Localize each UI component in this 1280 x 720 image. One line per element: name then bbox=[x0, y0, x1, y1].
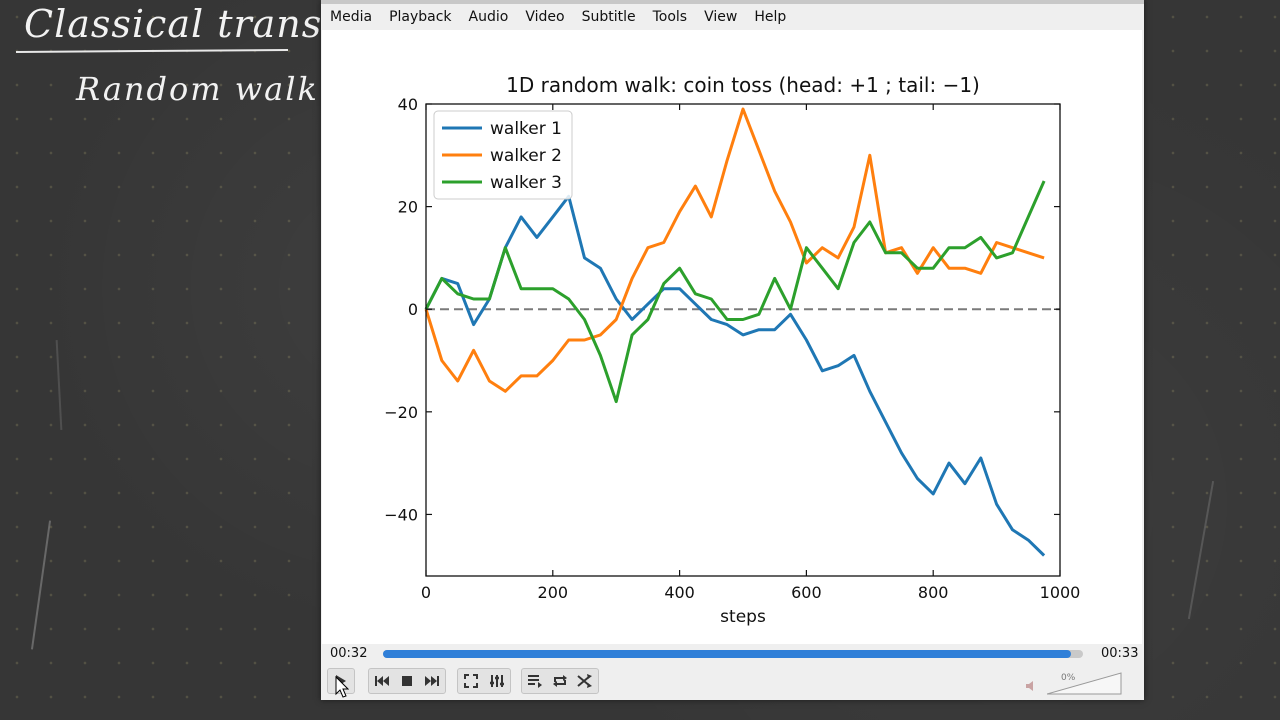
menu-bar: Media Playback Audio Video Subtitle Tool… bbox=[321, 4, 1144, 30]
seek-progress-fill bbox=[383, 650, 1072, 658]
video-area[interactable]: 1D random walk: coin toss (head: +1 ; ta… bbox=[322, 30, 1142, 644]
skip-previous-icon bbox=[374, 676, 389, 686]
x-tick-label: 200 bbox=[538, 583, 569, 602]
media-player-window: Media Playback Audio Video Subtitle Tool… bbox=[321, 0, 1144, 700]
legend-label-walker-1: walker 1 bbox=[490, 119, 562, 139]
fullscreen-icon bbox=[464, 674, 478, 688]
x-tick-label: 1000 bbox=[1040, 583, 1081, 602]
x-tick-label: 800 bbox=[918, 583, 949, 602]
fullscreen-button[interactable] bbox=[458, 669, 484, 693]
seek-slider[interactable] bbox=[383, 650, 1083, 658]
board-subtitle: Random walk a bbox=[76, 70, 353, 108]
series-line-walker-3 bbox=[424, 180, 1046, 404]
control-bar: 0% bbox=[321, 666, 1144, 700]
volume-percent: 0% bbox=[1061, 673, 1076, 683]
board-title-underline bbox=[15, 49, 289, 53]
random-walk-chart: 1D random walk: coin toss (head: +1 ; ta… bbox=[384, 73, 1080, 627]
chalk-scratch bbox=[1187, 480, 1215, 620]
menu-tools[interactable]: Tools bbox=[652, 9, 688, 25]
playlist-button[interactable] bbox=[522, 669, 547, 693]
playlist-icon bbox=[527, 675, 542, 688]
previous-button[interactable] bbox=[369, 669, 394, 693]
shuffle-button[interactable] bbox=[573, 669, 598, 693]
menu-subtitle[interactable]: Subtitle bbox=[581, 9, 636, 25]
menu-media[interactable]: Media bbox=[330, 9, 373, 25]
y-tick-label: −20 bbox=[384, 403, 418, 422]
y-tick-label: 0 bbox=[408, 300, 418, 319]
x-axis-label: steps bbox=[720, 607, 766, 627]
y-tick-label: −40 bbox=[384, 505, 418, 524]
speaker-mute-icon[interactable] bbox=[1026, 680, 1036, 692]
shuffle-icon bbox=[577, 674, 593, 688]
y-tick-label: 20 bbox=[398, 198, 418, 217]
menu-audio[interactable]: Audio bbox=[468, 9, 509, 25]
series-lines bbox=[424, 107, 1046, 557]
x-tick-label: 600 bbox=[791, 583, 822, 602]
next-button[interactable] bbox=[420, 669, 445, 693]
menu-view[interactable]: View bbox=[704, 9, 738, 25]
legend-label-walker-3: walker 3 bbox=[490, 173, 562, 193]
stop-button[interactable] bbox=[394, 669, 419, 693]
series-line-walker-1 bbox=[424, 194, 1046, 557]
seek-row: 00:32 00:33 bbox=[321, 644, 1144, 664]
x-tick-label: 400 bbox=[664, 583, 695, 602]
total-time: 00:33 bbox=[1101, 646, 1139, 661]
x-tick-label: 0 bbox=[421, 583, 431, 602]
menu-playback[interactable]: Playback bbox=[389, 9, 452, 25]
playback-controls-group bbox=[368, 668, 446, 694]
skip-next-icon bbox=[425, 676, 440, 686]
plot-frame bbox=[425, 103, 1061, 577]
equalizer-icon bbox=[490, 675, 504, 687]
chalk-scratch bbox=[30, 520, 52, 650]
y-tick-label: 40 bbox=[398, 95, 418, 114]
loop-icon bbox=[552, 675, 567, 687]
elapsed-time: 00:32 bbox=[330, 646, 368, 661]
menu-video[interactable]: Video bbox=[525, 9, 565, 25]
legend: walker 1 walker 2 walker 3 bbox=[433, 110, 573, 200]
view-controls-group bbox=[457, 668, 511, 694]
playlist-controls-group bbox=[521, 668, 599, 694]
chart-title: 1D random walk: coin toss (head: +1 ; ta… bbox=[506, 73, 980, 97]
loop-button[interactable] bbox=[547, 669, 572, 693]
legend-label-walker-2: walker 2 bbox=[490, 146, 562, 166]
legend-box bbox=[433, 110, 573, 200]
chalk-scratch bbox=[55, 340, 63, 430]
stop-icon bbox=[401, 676, 412, 686]
window-titlebar[interactable] bbox=[321, 0, 1144, 4]
volume-slider[interactable] bbox=[1047, 672, 1122, 696]
extended-settings-button[interactable] bbox=[484, 669, 510, 693]
menu-help[interactable]: Help bbox=[754, 9, 787, 25]
mouse-cursor-icon bbox=[335, 676, 349, 698]
